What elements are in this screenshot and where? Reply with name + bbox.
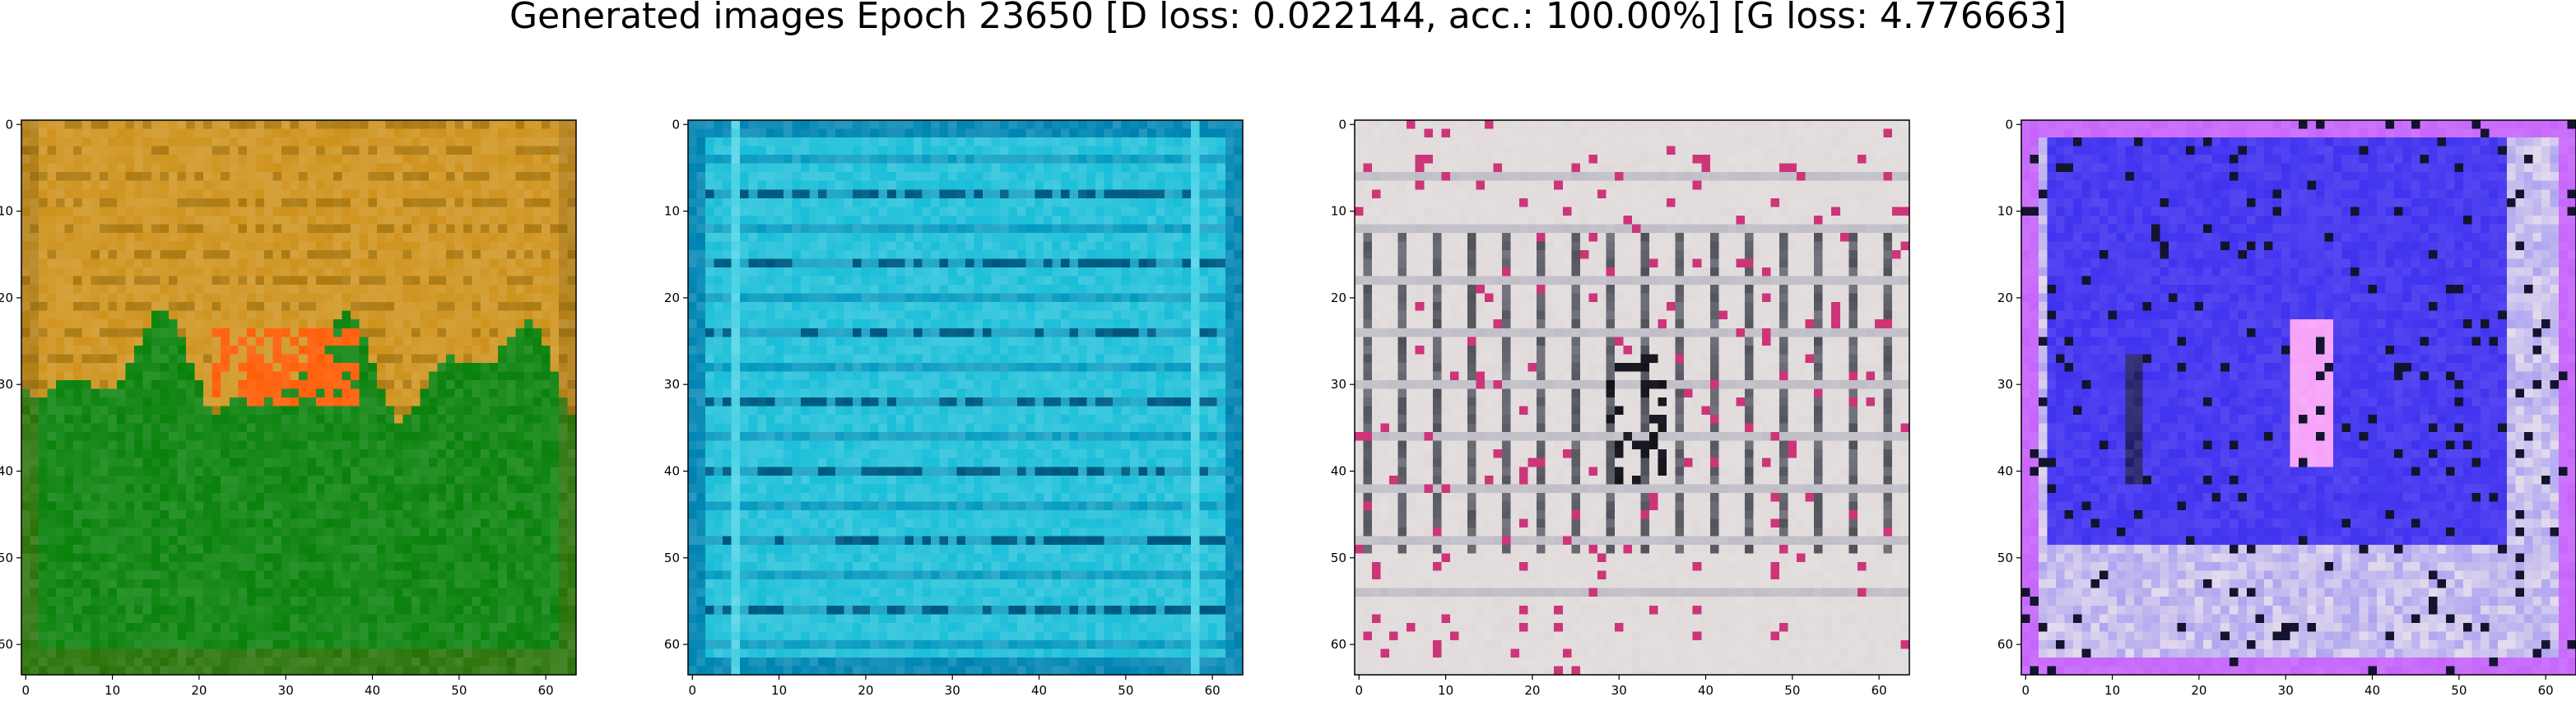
x-tick-label: 10 <box>2104 683 2120 698</box>
y-tick-label: 40 <box>1997 464 2013 479</box>
x-tick-label: 50 <box>1784 683 1800 698</box>
x-tick-label: 10 <box>1438 683 1453 698</box>
x-tick-label: 0 <box>688 683 696 698</box>
generated-image <box>688 120 1244 676</box>
y-tick-label: 30 <box>1331 377 1346 392</box>
y-tick-label: 50 <box>1997 551 2013 565</box>
y-tick-label: 10 <box>0 204 13 219</box>
subplot-grid: 0 10 20 30 40 50 60 0 10 20 30 40 50 60 0 10 20 30 40 50 60… <box>0 0 2576 695</box>
x-tick-label: 50 <box>1118 683 1133 698</box>
y-tick-label: 60 <box>1997 637 2013 652</box>
x-tick-label: 20 <box>191 683 207 698</box>
x-tick-label: 30 <box>278 683 294 698</box>
subplot-2-svg: 0 10 20 30 40 50 60 0 10 20 30 40 50 60 <box>650 120 1248 708</box>
x-tick-label: 30 <box>945 683 960 698</box>
y-tick-label: 30 <box>1997 377 2013 392</box>
y-tick-label: 60 <box>1331 637 1346 652</box>
x-tick-label: 0 <box>1355 683 1363 698</box>
y-tick-label: 40 <box>1331 464 1346 479</box>
x-tick-label: 60 <box>2538 683 2554 698</box>
x-tick-label: 0 <box>2021 683 2030 698</box>
subplot-1-svg: 0 10 20 30 40 50 60 0 10 20 30 40 50 60 <box>0 120 581 708</box>
x-tick-label: 0 <box>21 683 30 698</box>
x-tick-label: 50 <box>2451 683 2467 698</box>
y-tick-label: 20 <box>0 290 13 305</box>
x-tick-label: 40 <box>1698 683 1713 698</box>
y-tick-label: 10 <box>1331 204 1346 219</box>
subplot-2: 0 10 20 30 40 50 60 0 10 20 30 40 50 60 <box>650 120 1248 711</box>
subplot-4: 0 10 20 30 40 50 60 0 10 20 30 40 50 60 <box>1983 120 2576 711</box>
y-tick-label: 40 <box>664 464 680 479</box>
generated-image <box>2021 120 2576 676</box>
x-tick-label: 20 <box>858 683 873 698</box>
y-tick-label: 10 <box>1997 204 2013 219</box>
y-tick-label: 50 <box>1331 551 1346 565</box>
x-tick-label: 30 <box>2278 683 2294 698</box>
image-axes: 0 10 20 30 40 50 60 0 10 20 30 40 50 60 <box>1331 117 1910 698</box>
y-tick-label: 60 <box>0 637 13 652</box>
x-tick-label: 60 <box>1872 683 1887 698</box>
y-tick-label: 20 <box>1997 290 2013 305</box>
y-tick-label: 0 <box>2005 117 2013 132</box>
generated-image <box>1355 120 1910 676</box>
y-tick-label: 30 <box>664 377 680 392</box>
y-tick-label: 50 <box>664 551 680 565</box>
x-tick-label: 30 <box>1611 683 1627 698</box>
image-axes: 0 10 20 30 40 50 60 0 10 20 30 40 50 60 <box>0 117 577 698</box>
x-tick-label: 20 <box>2191 683 2206 698</box>
subplot-3-svg: 0 10 20 30 40 50 60 0 10 20 30 40 50 60 <box>1317 120 1914 708</box>
x-tick-label: 60 <box>538 683 554 698</box>
image-axes: 0 10 20 30 40 50 60 0 10 20 30 40 50 60 <box>1997 117 2576 698</box>
y-tick-label: 40 <box>0 464 13 479</box>
y-tick-label: 0 <box>1338 117 1346 132</box>
x-tick-label: 40 <box>2364 683 2380 698</box>
y-tick-label: 0 <box>672 117 680 132</box>
x-tick-label: 10 <box>771 683 787 698</box>
x-tick-label: 20 <box>1524 683 1540 698</box>
x-tick-label: 60 <box>1205 683 1221 698</box>
subplot-1: 0 10 20 30 40 50 60 0 10 20 30 40 50 60 <box>0 120 581 711</box>
subplot-4-svg: 0 10 20 30 40 50 60 0 10 20 30 40 50 60 <box>1983 120 2576 708</box>
x-tick-label: 10 <box>105 683 120 698</box>
x-tick-label: 40 <box>365 683 380 698</box>
y-tick-label: 10 <box>664 204 680 219</box>
image-axes: 0 10 20 30 40 50 60 0 10 20 30 40 50 60 <box>664 117 1244 698</box>
generated-image <box>21 120 577 676</box>
y-tick-label: 20 <box>1331 290 1346 305</box>
y-tick-label: 30 <box>0 377 13 392</box>
subplot-3: 0 10 20 30 40 50 60 0 10 20 30 40 50 60 <box>1317 120 1914 711</box>
y-tick-label: 50 <box>0 551 13 565</box>
y-tick-label: 20 <box>664 290 680 305</box>
x-tick-label: 40 <box>1031 683 1047 698</box>
y-tick-label: 0 <box>5 117 13 132</box>
y-tick-label: 60 <box>664 637 680 652</box>
x-tick-label: 50 <box>451 683 467 698</box>
